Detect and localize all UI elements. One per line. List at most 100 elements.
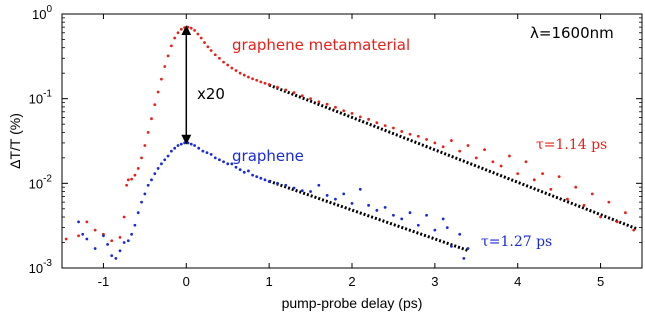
data-point [541,172,544,176]
data-point [458,232,462,236]
data-point [491,160,495,164]
data-point [375,121,379,125]
data-point [173,36,177,40]
data-point [549,187,553,191]
data-point [226,63,230,67]
data-point [218,158,221,162]
data-point [179,27,183,31]
data-point [136,211,140,215]
tau-graphene-label: τ=1.27 ps [481,234,552,250]
data-point [466,247,470,250]
data-point [118,249,122,253]
data-point [375,208,379,212]
tau-metamaterial-label: τ=1.14 ps [536,137,607,153]
data-point [566,197,569,201]
data-point [508,154,511,158]
data-point [122,215,126,219]
data-point [342,192,346,196]
x-tick-label: 0 [183,274,190,289]
data-point [77,220,80,224]
data-point [160,162,163,166]
data-point [222,160,225,164]
x-tick-label: 1 [266,274,273,289]
data-point [342,109,346,113]
fit-line [268,83,639,231]
data-point [358,115,362,119]
data-point [199,36,203,40]
data-point [383,205,387,209]
series-graphene [77,141,470,260]
data-points [64,25,636,260]
data-point [255,78,259,82]
data-point [230,66,234,70]
fit-line [268,179,469,252]
data-point [209,152,213,156]
data-point [125,183,129,187]
data-point [153,103,157,107]
data-point [201,149,205,153]
data-point [118,235,122,239]
data-point [499,164,503,168]
data-point [462,256,466,260]
y-tick-label: 10-3 [29,258,53,276]
data-point [334,105,337,109]
data-point [425,138,428,141]
data-point [450,244,453,248]
data-point [284,88,288,92]
ticks: -1 0 1 2 3 4 5 10-3 10-2 10-1 100 [29,4,642,289]
data-point [209,49,213,52]
data-point [213,53,217,57]
y-axis-label: ΔT/T (%) [7,113,23,169]
data-point [392,213,395,217]
data-point [441,217,445,221]
data-point [433,228,437,232]
data-point [126,178,130,182]
data-point [140,200,143,204]
data-point [218,56,221,60]
fit-lines [268,83,639,252]
data-point [400,217,404,221]
data-point [325,194,329,197]
data-point [126,239,130,243]
data-point [247,169,250,173]
data-point [176,144,180,147]
data-point [143,144,147,147]
data-point [251,77,254,81]
data-point [392,126,395,130]
data-point [259,80,263,84]
y-tick-label: 10-1 [29,89,53,107]
data-point [114,256,118,260]
data-point [445,226,449,230]
data-point [110,254,114,258]
data-point [350,111,354,115]
x-tick-label: 5 [597,274,604,289]
data-point [106,242,109,246]
data-point [169,149,173,153]
data-point [153,172,157,176]
data-point [516,172,520,176]
data-point [166,154,170,158]
data-point [203,41,206,44]
data-point [77,234,80,238]
data-point [590,192,594,196]
data-point [230,162,234,166]
data-point [166,54,170,58]
data-point [234,69,238,72]
data-point [632,228,636,232]
data-point [325,102,329,106]
data-point [400,130,404,133]
data-point [317,100,321,104]
data-point [130,232,134,236]
data-point [150,178,153,182]
data-point [255,175,259,179]
data-point [425,213,428,217]
data-point [196,32,200,36]
data-point [524,160,528,164]
data-point [189,142,193,146]
data-point [599,215,602,219]
data-point [130,177,134,181]
data-point [276,85,279,89]
data-point [226,162,230,166]
data-point [163,158,167,162]
data-point [416,223,420,227]
